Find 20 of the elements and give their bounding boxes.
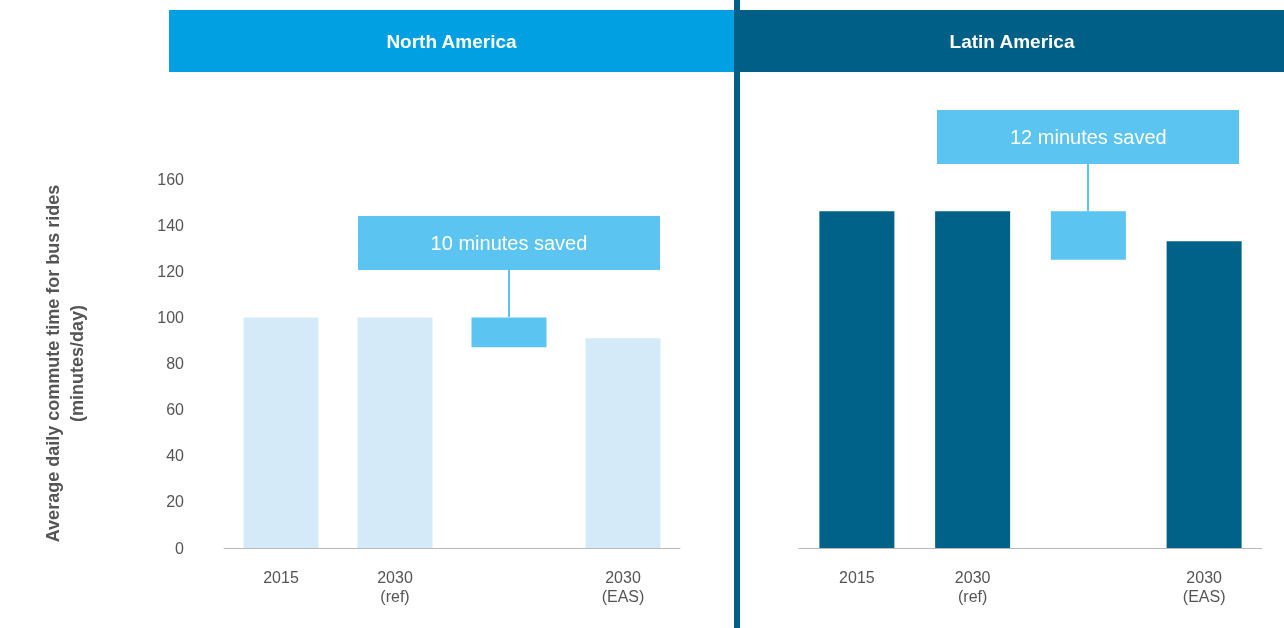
y-tick-label: 140 [157, 216, 185, 234]
chart-title: Latin America [949, 30, 1075, 52]
x-tick-label: 2030 (ref) [954, 569, 991, 605]
x-tick-label: 2030 (ref) [377, 569, 413, 605]
y-tick-label: 0 [175, 539, 185, 557]
callout-box: 10 minutes saved [358, 216, 660, 271]
x-tick-label: 2030 (EAS) [1182, 569, 1226, 605]
x-tick-label: 2015 [839, 569, 875, 586]
y-tick-label: 100 [157, 308, 185, 326]
y-tick-label: 60 [166, 401, 185, 419]
y-tick-label: 80 [166, 355, 185, 372]
y-tick-label: 20 [166, 493, 185, 511]
y-tick-label: 160 [157, 170, 185, 188]
chart-title: North America [386, 30, 518, 52]
x-tick-label: 2015 [263, 569, 299, 586]
y-tick-label: 120 [157, 262, 185, 280]
x-tick-label: 2030 (EAS) [601, 569, 645, 605]
y-axis-title: Average daily commute time for bus rides (minutes/day) [43, 184, 87, 543]
callout-box: 12 minutes saved [937, 110, 1240, 165]
y-tick-label: 40 [166, 447, 185, 465]
